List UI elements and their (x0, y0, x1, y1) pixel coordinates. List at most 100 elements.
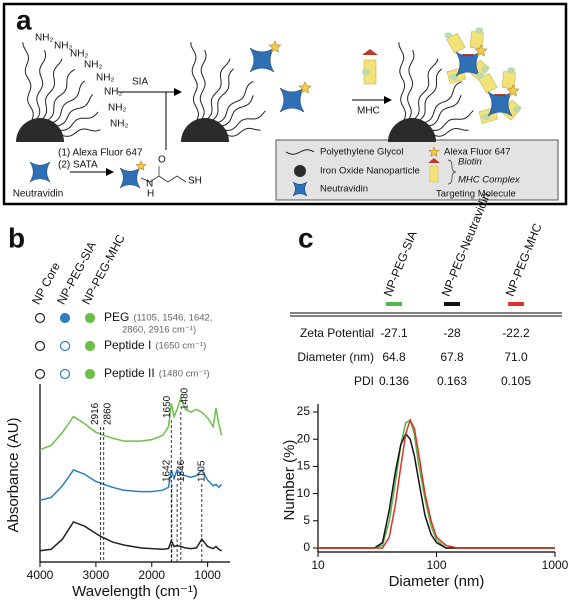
alexa-star (474, 44, 488, 57)
neutravidin (279, 87, 305, 113)
row-detail: (1480 cm⁻¹) (159, 369, 210, 380)
table-value: -27.1 (380, 326, 408, 340)
presence-dot (34, 312, 46, 324)
presence-dot (84, 368, 96, 380)
biotin (362, 49, 378, 55)
legend-text: Alexa Fluor 647 (444, 147, 511, 158)
amine-label: NH₂ (84, 60, 102, 71)
peg-chain (419, 68, 443, 121)
peak-label: 1546 (176, 459, 187, 482)
series-line (318, 418, 555, 549)
targeting-molecule (507, 67, 516, 74)
column-header: NP-PEG-Neutravidin (439, 190, 493, 298)
x-tick-label: 100 (426, 558, 446, 572)
series-swatch (386, 302, 402, 306)
row-detail: (1650 cm⁻¹) (155, 341, 206, 352)
amine-label: NH₂ (96, 73, 114, 84)
x-axis-label: Wavelength (cm⁻¹) (72, 583, 198, 600)
targeting-molecule (512, 106, 521, 113)
y-axis-label: Absorbance (AU) (5, 417, 22, 532)
panel-a-frame (2, 2, 568, 206)
neutravidin (487, 91, 513, 117)
alexa-star (428, 146, 440, 157)
arrowhead (384, 96, 392, 104)
alexa-star (298, 81, 312, 94)
series-line (318, 432, 555, 549)
reagent: Neutravidin (13, 189, 64, 200)
neutravidin (455, 51, 481, 77)
table-value: -22.2 (502, 326, 530, 340)
panel-label: a (16, 4, 32, 35)
peg-chain (47, 68, 75, 121)
peg-chain (190, 42, 200, 121)
peak-label: 2916 (90, 402, 101, 425)
x-tick-label: 10 (311, 558, 325, 572)
peg-chain (22, 42, 34, 121)
targeting-molecule (475, 27, 484, 34)
row-label: Zeta Potential (300, 326, 374, 340)
peg-chain (224, 110, 266, 131)
peg-chain (221, 95, 254, 127)
x-tick-label: 2000 (138, 568, 165, 582)
peg-chain (217, 81, 254, 124)
y-tick-label: 20 (297, 431, 311, 445)
row-label: Peptide I (104, 338, 151, 352)
amine-label: NH₂ (54, 41, 72, 52)
peg-chain (226, 127, 261, 137)
legend-text: Biotin (458, 157, 482, 168)
peak-label: 1650 (162, 395, 173, 418)
presence-dot (34, 340, 46, 352)
table-value: -28 (443, 326, 461, 340)
peg-chain (212, 68, 235, 121)
peak-label: 1642 (161, 459, 172, 482)
peg-chain (206, 58, 231, 120)
atom: SH (188, 176, 202, 187)
legend-text: Neutravidin (320, 184, 368, 195)
column-header: NP-PEG-SIA (381, 229, 420, 299)
legend-text: Targeting Molecule (436, 189, 516, 200)
amine-label: NH₂ (108, 103, 126, 114)
presence-dot (59, 312, 71, 324)
table-value: 64.8 (382, 350, 406, 364)
neutravidin (119, 167, 141, 189)
peg-chain (428, 94, 462, 127)
legend-text: MHC Complex (458, 175, 521, 186)
iron-oxide-particle (16, 118, 64, 142)
arrowhead (106, 168, 114, 176)
atom: N (146, 179, 153, 190)
y-tick-label: 10 (297, 486, 311, 500)
mhc-icon (362, 69, 370, 75)
peg-chain (36, 49, 47, 120)
peg-chain (61, 128, 101, 137)
table-value: 67.8 (440, 350, 464, 364)
iron-oxide-particle (181, 118, 229, 142)
neutravidin (29, 161, 51, 183)
table-value: 0.163 (437, 374, 467, 388)
peg-chain (413, 58, 439, 120)
presence-dot (59, 368, 71, 380)
atom: O (158, 155, 166, 166)
series-swatch (444, 302, 460, 306)
arrowhead (174, 88, 182, 96)
peg-chain (431, 110, 474, 132)
panel-label: c (298, 222, 314, 253)
y-tick-label: 25 (297, 404, 311, 418)
alexa-star (268, 40, 282, 53)
alexa-star (506, 84, 520, 97)
bond (140, 166, 187, 183)
table-value: 0.136 (379, 374, 409, 388)
row-label: PDI (354, 374, 374, 388)
series-line (318, 419, 555, 549)
peak-label: 1105 (196, 460, 207, 482)
peg-chain (407, 49, 415, 120)
presence-dot (59, 340, 71, 352)
peg-chain (52, 80, 86, 124)
presence-dot (34, 368, 46, 380)
row-label: Diameter (nm) (297, 350, 374, 364)
peak-label: 1480 (179, 387, 190, 410)
peak-label: 2860 (102, 402, 113, 425)
targeting-molecule (480, 66, 489, 73)
peg-chain (424, 81, 462, 124)
panel-label: b (8, 222, 25, 253)
